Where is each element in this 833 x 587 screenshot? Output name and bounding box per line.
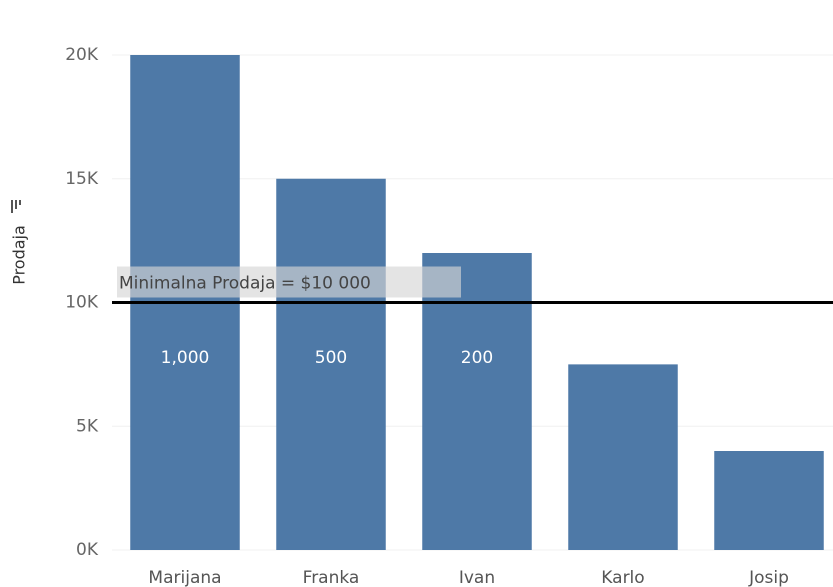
x-tick-label: Ivan: [459, 568, 495, 587]
bar: [422, 253, 532, 550]
y-tick-label: 5K: [76, 416, 99, 436]
reference-label-bg: [117, 266, 461, 298]
bar-label: 500: [315, 348, 347, 368]
bar-label: 200: [461, 348, 493, 368]
bar: [276, 178, 386, 550]
y-tick-label: 20K: [65, 45, 99, 65]
y-tick-label: 15K: [65, 169, 99, 189]
bar: [568, 364, 678, 550]
x-tick-label: Franka: [303, 568, 360, 587]
y-axis-label: Prodaja: [10, 225, 29, 285]
x-tick-label: Karlo: [601, 568, 644, 587]
bar-label: 1,000: [161, 348, 210, 368]
y-tick-label: 0K: [76, 540, 99, 560]
x-tick-label: Josip: [748, 568, 789, 587]
reference-label: Minimalna Prodaja = $10 000: [119, 274, 371, 294]
x-tick-label: Marijana: [148, 568, 221, 587]
bar: [714, 451, 824, 550]
y-tick-label: 10K: [65, 293, 99, 313]
sort-icon: [11, 200, 21, 213]
